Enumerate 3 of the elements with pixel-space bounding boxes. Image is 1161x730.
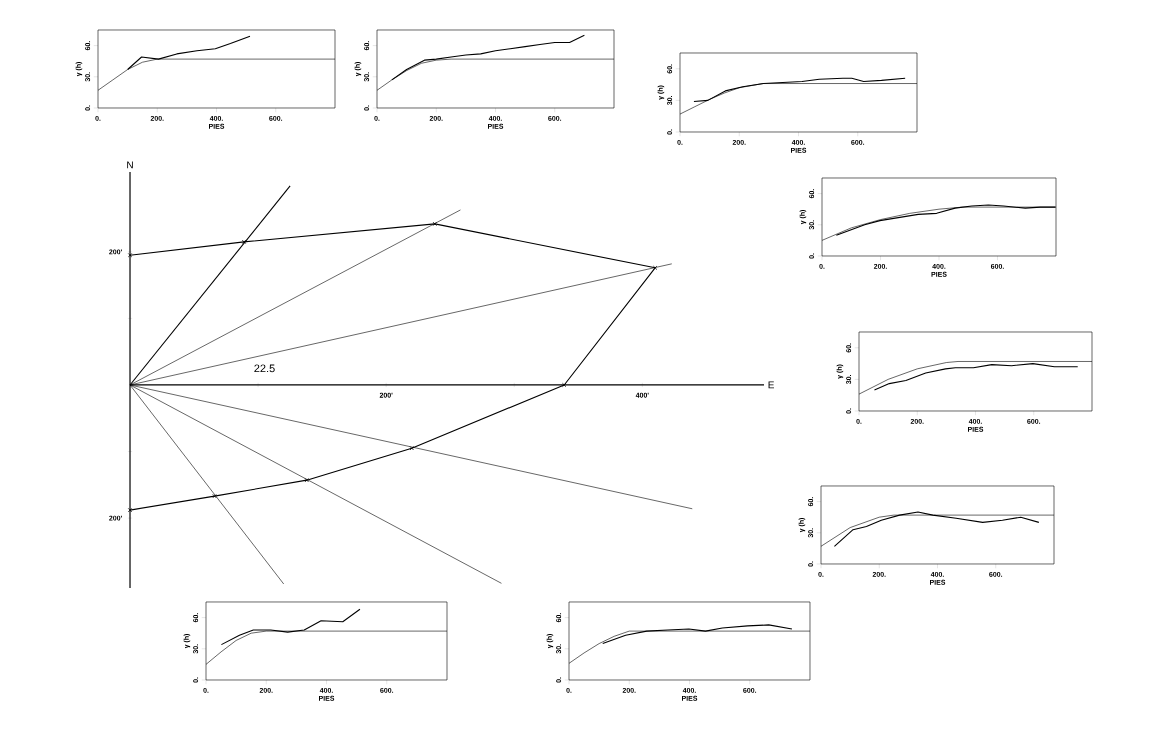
annotation: 22.5 (254, 364, 275, 373)
y-axis-title: N (127, 161, 133, 169)
x-axis-title: E (768, 381, 775, 389)
